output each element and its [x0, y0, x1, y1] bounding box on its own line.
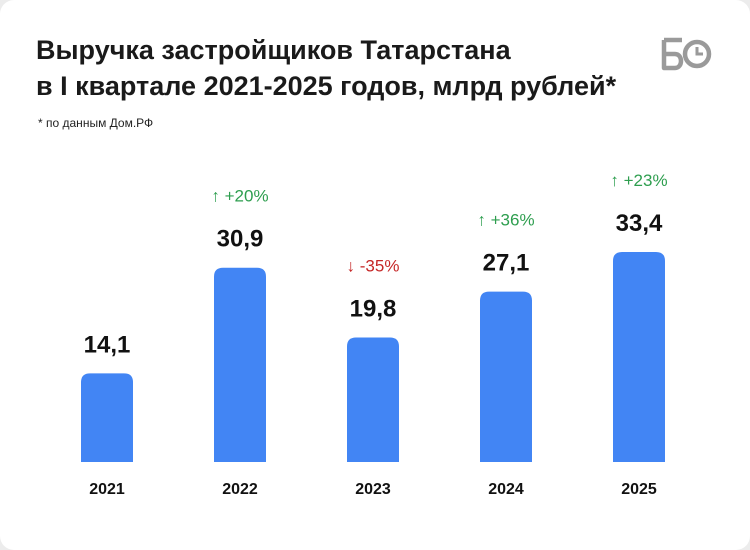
category-label-2024: 2024	[488, 481, 524, 498]
category-label-2025: 2025	[621, 481, 657, 498]
category-label-2021: 2021	[89, 481, 125, 498]
chart-title: Выручка застройщиков Татарстана в I квар…	[36, 32, 636, 104]
category-label-2022: 2022	[222, 481, 258, 498]
bo-logo-icon	[661, 37, 712, 71]
change-label-2023: ↓ -35%	[347, 257, 400, 276]
value-label-2021: 14,1	[84, 331, 131, 358]
bar-2025	[613, 252, 665, 462]
change-label-2024: ↑ +36%	[477, 211, 534, 230]
source-note: * по данным Дом.РФ	[38, 116, 154, 130]
value-label-2023: 19,8	[350, 296, 397, 323]
change-label-2022: ↑ +20%	[211, 187, 268, 206]
bar-2023	[347, 337, 399, 462]
bar-2022	[214, 267, 266, 462]
value-label-2022: 30,9	[217, 226, 264, 253]
value-label-2024: 27,1	[483, 250, 530, 277]
category-label-2023: 2023	[355, 481, 391, 498]
bar-2021	[81, 373, 133, 462]
chart-title-line-1: Выручка застройщиков Татарстана	[36, 35, 511, 65]
bar-2024	[480, 291, 532, 462]
value-label-2025: 33,4	[616, 210, 663, 237]
change-label-2025: ↑ +23%	[610, 171, 667, 190]
chart-title-line-2: в I квартале 2021-2025 годов, млрд рубле…	[36, 71, 617, 101]
